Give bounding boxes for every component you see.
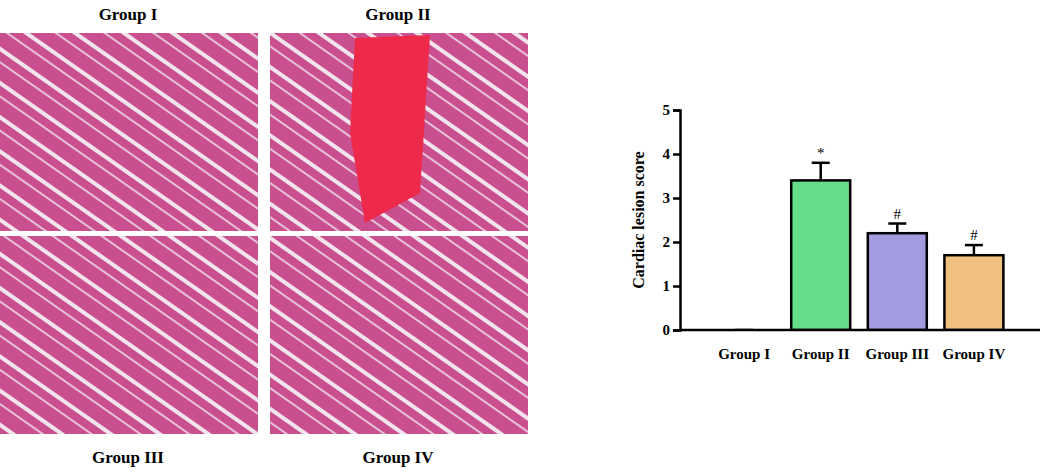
micrograph-image bbox=[270, 236, 528, 434]
micrograph bbox=[0, 33, 258, 231]
x-tick: Group III bbox=[866, 330, 930, 362]
y-tick-mark bbox=[673, 285, 680, 288]
bar bbox=[944, 255, 1003, 330]
significance-marker: * bbox=[817, 145, 825, 161]
x-tick-label: Group IV bbox=[943, 346, 1006, 362]
y-tick-label: 2 bbox=[663, 234, 671, 250]
error-bar bbox=[812, 163, 830, 181]
y-tick-label: 5 bbox=[663, 102, 671, 118]
micrograph bbox=[270, 33, 528, 231]
error-cap bbox=[812, 162, 830, 165]
bar bbox=[791, 180, 850, 330]
figure: Group I Group II Group III Group IV * # #0 1 2 3 4… bbox=[0, 0, 1051, 472]
y-tick: 2 bbox=[663, 234, 681, 250]
y-tick: 1 bbox=[663, 278, 681, 294]
panel-label: Group I bbox=[99, 5, 158, 24]
y-tick-label: 4 bbox=[663, 146, 671, 162]
y-tick-mark bbox=[673, 241, 680, 244]
panel-label: Group IV bbox=[362, 448, 434, 467]
y-axis-line bbox=[673, 111, 681, 331]
micrograph-image bbox=[0, 33, 258, 231]
y-tick-mark bbox=[673, 153, 680, 156]
x-tick: Group IV bbox=[943, 330, 1006, 362]
x-tick-label: Group I bbox=[718, 346, 770, 362]
x-tick-label: Group II bbox=[792, 346, 850, 362]
y-tick-mark bbox=[673, 197, 680, 200]
bar bbox=[868, 233, 927, 330]
y-tick-label: 3 bbox=[663, 190, 671, 206]
micrograph-image bbox=[270, 33, 528, 231]
y-axis-title: Cardiac lesion score bbox=[630, 151, 647, 288]
hemorrhage-area bbox=[350, 35, 430, 223]
x-tick-label: Group III bbox=[866, 346, 930, 362]
error-bar bbox=[965, 245, 983, 255]
y-tick-label: 1 bbox=[663, 278, 671, 294]
error-stem bbox=[896, 224, 899, 234]
y-tick-mark bbox=[673, 109, 680, 112]
y-tick: 4 bbox=[663, 146, 681, 162]
error-stem bbox=[973, 245, 976, 255]
y-axis: 0 1 2 3 4 5 bbox=[663, 102, 681, 338]
plot-area bbox=[735, 163, 1003, 330]
error-cap bbox=[888, 222, 906, 225]
error-bar bbox=[888, 224, 906, 234]
y-tick-label: 0 bbox=[663, 322, 671, 338]
x-axis: Group I Group II Group III Group IV bbox=[680, 330, 1040, 362]
y-tick: 3 bbox=[663, 190, 681, 206]
micrograph bbox=[0, 236, 258, 434]
y-tick: 0 bbox=[663, 322, 681, 338]
panel-label: Group III bbox=[92, 448, 164, 467]
error-stem bbox=[819, 163, 822, 181]
error-cap bbox=[965, 244, 983, 247]
panel-label: Group II bbox=[365, 5, 431, 24]
x-tick: Group II bbox=[792, 330, 850, 362]
y-tick-mark bbox=[673, 329, 680, 332]
significance-marker: # bbox=[970, 227, 978, 243]
y-tick: 5 bbox=[663, 102, 681, 118]
x-tick: Group I bbox=[718, 330, 770, 362]
significance-marker: # bbox=[894, 206, 902, 222]
micrograph bbox=[270, 236, 528, 434]
x-axis-line bbox=[680, 329, 1040, 332]
micrograph-image bbox=[0, 236, 258, 434]
